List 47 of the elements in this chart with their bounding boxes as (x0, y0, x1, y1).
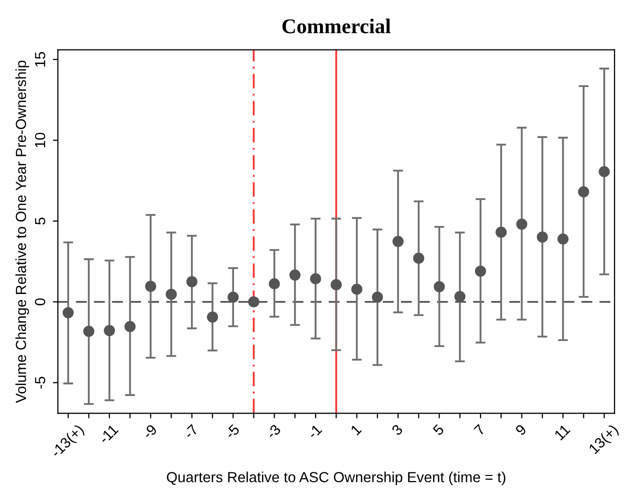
point (206, 311, 218, 323)
point (372, 292, 383, 303)
point (124, 321, 136, 332)
point (83, 326, 94, 337)
point (351, 284, 362, 295)
y-tick-label: 10 (34, 132, 46, 148)
point (413, 252, 424, 264)
point (268, 278, 280, 290)
point (598, 166, 610, 178)
x-tick-label: 7 (474, 424, 486, 436)
point (186, 276, 198, 288)
point (145, 280, 156, 292)
y-tick-label: 15 (35, 52, 46, 66)
point (248, 296, 260, 308)
chart-title: Commercial (282, 18, 391, 34)
point (104, 325, 115, 336)
point (454, 290, 466, 302)
point (557, 233, 569, 245)
y-axis-title: Volume Change Relative to One Year Pre-Ownership (15, 60, 29, 403)
point (474, 266, 486, 277)
point (289, 269, 301, 281)
x-tick-label: 3 (391, 424, 404, 436)
point (536, 232, 548, 243)
x-tick-label: -11 (98, 424, 119, 444)
x-tick-label: 1 (350, 424, 362, 436)
point (392, 236, 404, 247)
point (496, 226, 507, 238)
y-tick-label: 5 (35, 218, 46, 225)
x-tick-label: -1 (307, 424, 322, 440)
x-axis-title: Quarters Relative to ASC Ownership Event (time = t) (166, 472, 506, 486)
x-tick-label: -3 (266, 424, 282, 440)
y-tick-label: -5 (35, 376, 46, 388)
x-tick-label: 11 (554, 424, 571, 440)
point (310, 273, 322, 284)
point (434, 281, 445, 292)
x-tick-label: 9 (514, 424, 527, 436)
x-tick-label: -9 (142, 424, 158, 440)
x-tick-label: -7 (183, 424, 199, 440)
y-tick-label: 0 (34, 298, 46, 306)
point (62, 307, 74, 318)
point (228, 292, 239, 303)
point (578, 186, 590, 198)
point (166, 288, 177, 300)
x-tick-label: 5 (432, 424, 444, 436)
point (330, 279, 342, 290)
x-tick-label: -5 (224, 424, 240, 440)
point (516, 218, 528, 230)
